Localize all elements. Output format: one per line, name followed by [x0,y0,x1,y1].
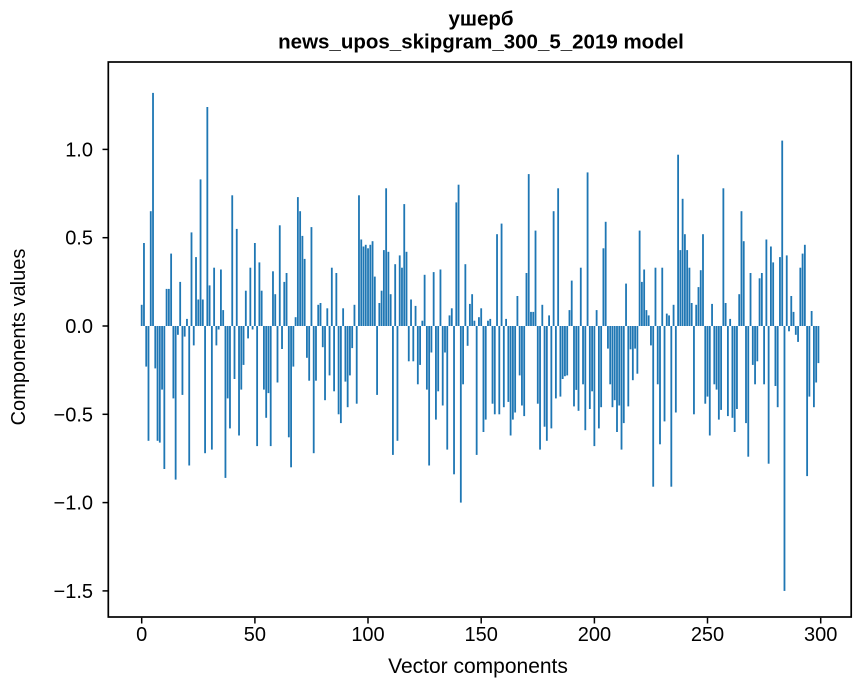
svg-text:news_upos_skipgram_300_5_2019: news_upos_skipgram_300_5_2019 model [278,31,684,54]
svg-text:−1.0: −1.0 [54,493,93,515]
svg-text:150: 150 [465,624,498,646]
svg-text:100: 100 [351,624,384,646]
svg-text:−1.5: −1.5 [54,581,93,603]
svg-text:ушерб: ушерб [448,8,513,31]
svg-text:1.0: 1.0 [65,139,93,161]
svg-text:50: 50 [244,624,266,646]
svg-text:300: 300 [804,624,837,646]
svg-text:250: 250 [691,624,724,646]
svg-text:−0.5: −0.5 [54,404,93,426]
svg-text:200: 200 [578,624,611,646]
svg-text:0: 0 [136,624,147,646]
svg-text:0.5: 0.5 [65,228,93,250]
svg-text:Vector components: Vector components [388,655,568,678]
svg-text:Components values: Components values [8,249,30,426]
svg-text:0.0: 0.0 [65,316,93,338]
